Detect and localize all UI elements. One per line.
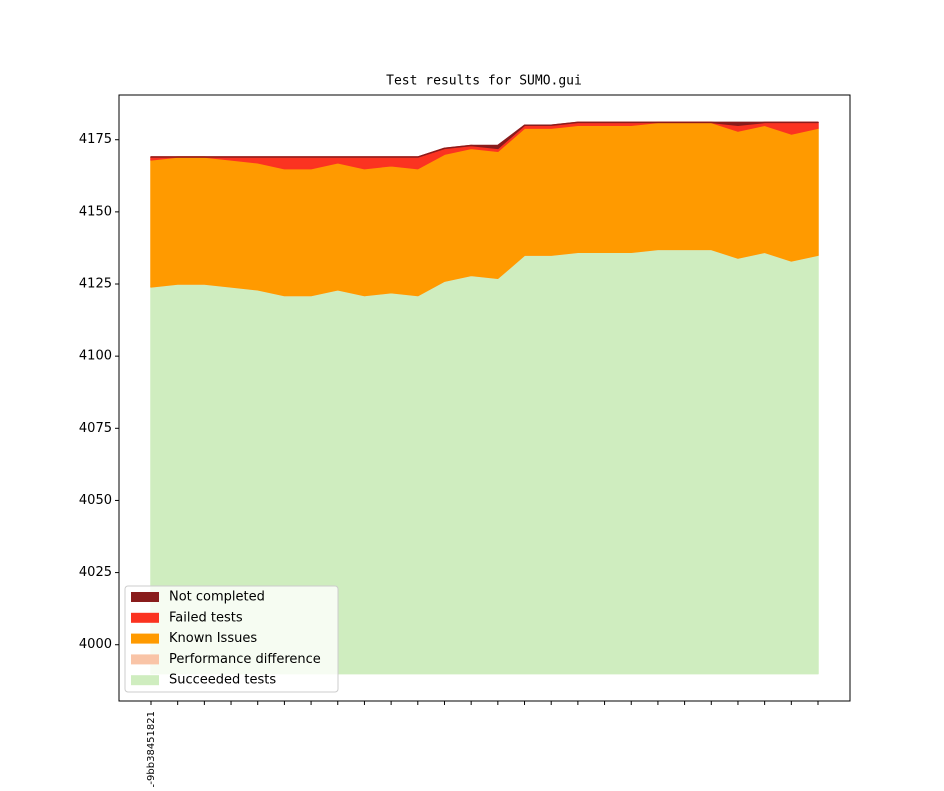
legend-swatch <box>131 654 159 665</box>
y-tick-label: 4175 <box>79 132 112 147</box>
y-tick-label: 4150 <box>79 204 112 219</box>
y-tick-label: 4075 <box>79 421 112 436</box>
area <box>150 121 819 158</box>
legend-box <box>124 585 339 693</box>
legend-swatch <box>131 592 159 602</box>
axes-frame <box>118 94 851 702</box>
x-tick-label: L-9bb38451821 <box>146 711 157 787</box>
legend-label: Known Issues <box>169 631 257 646</box>
chart-title: Test results for SUMO.gui <box>386 74 582 89</box>
y-tick-label: 4025 <box>79 565 112 580</box>
y-tick-label: 4000 <box>79 637 112 652</box>
y-tick-label: 4100 <box>79 349 112 364</box>
y-tick-label: 4050 <box>79 493 112 508</box>
legend-label: Not completed <box>169 590 265 605</box>
y-tick-label: 4125 <box>79 277 112 292</box>
legend-swatch <box>131 675 159 686</box>
legend-label: Performance difference <box>169 652 321 667</box>
legend-swatch <box>131 633 159 644</box>
legend-swatch <box>131 612 159 623</box>
legend-label: Failed tests <box>169 610 243 625</box>
legend-label: Succeeded tests <box>169 673 276 688</box>
legend: Not completed Failed tests Known Issues Per… <box>124 585 339 693</box>
